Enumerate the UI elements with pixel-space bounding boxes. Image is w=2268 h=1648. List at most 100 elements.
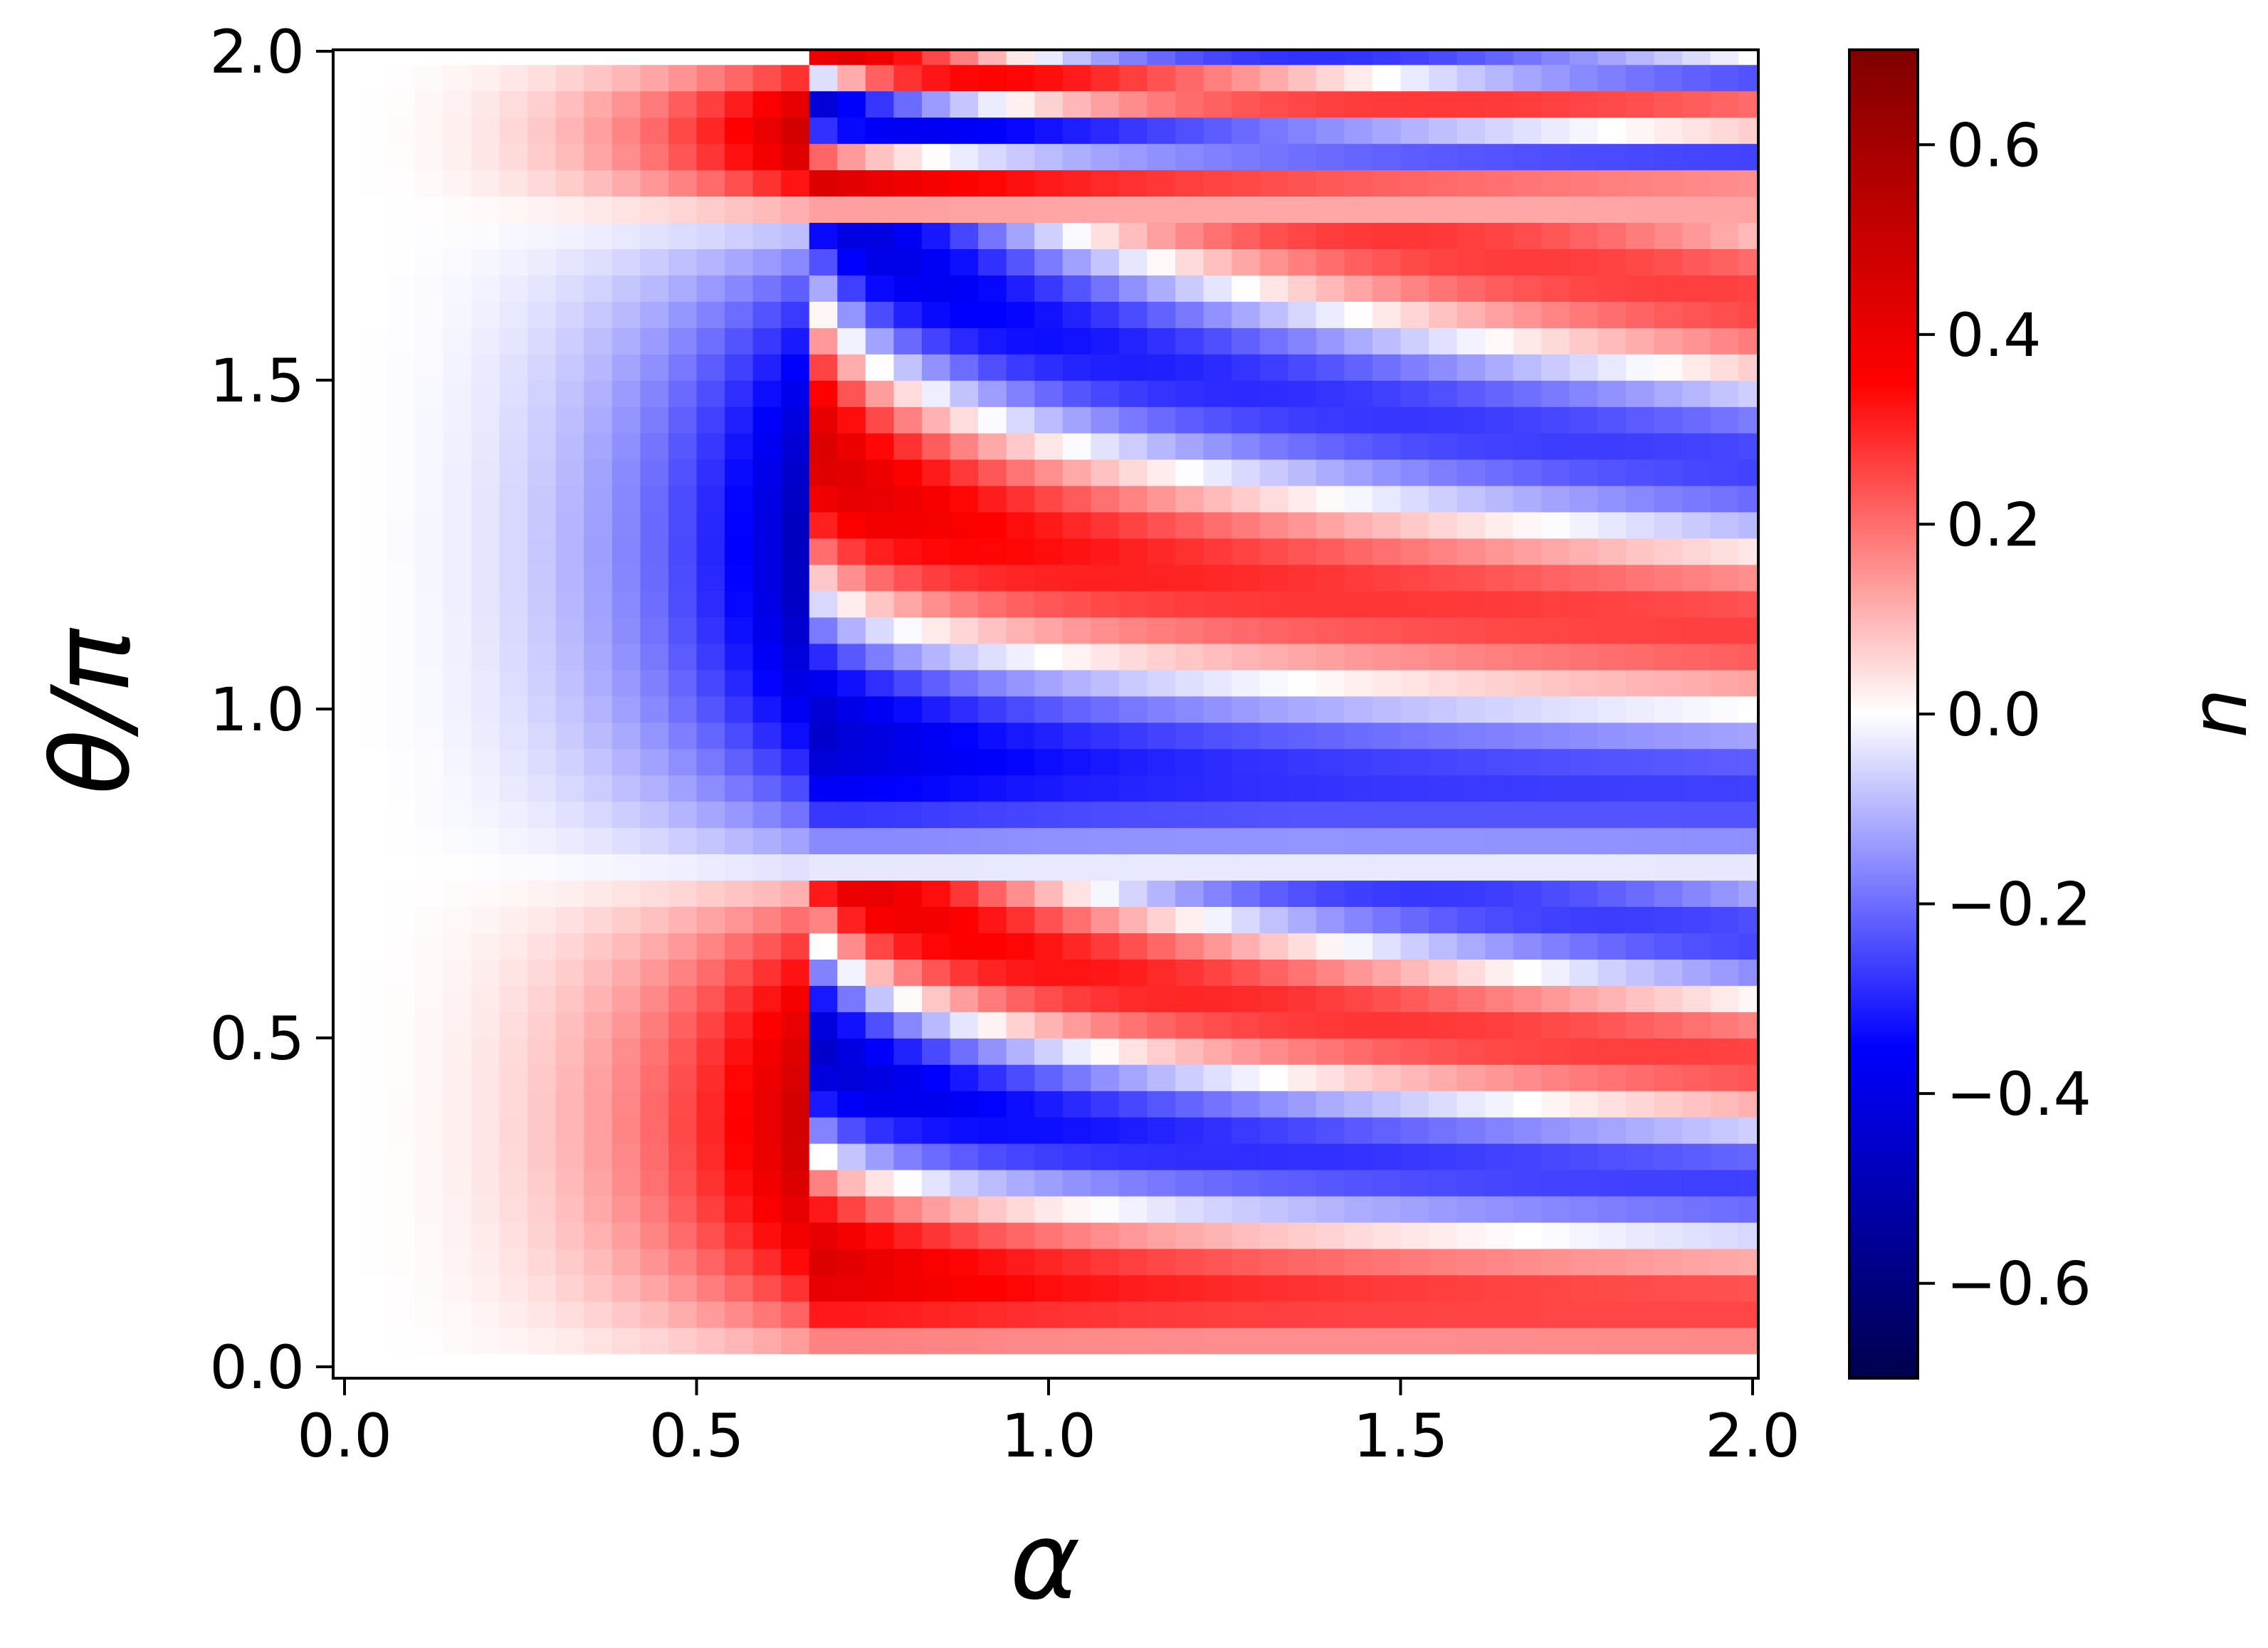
heatmap-cell — [668, 143, 698, 171]
heatmap-cell — [1569, 643, 1599, 671]
heatmap-cell — [1344, 827, 1373, 855]
heatmap-cell — [752, 380, 782, 407]
heatmap-cell — [1091, 1327, 1120, 1355]
heatmap-cell — [1569, 775, 1599, 802]
heatmap-cell — [1625, 406, 1655, 434]
heatmap-cell — [1316, 1327, 1345, 1355]
heatmap-cell — [1654, 485, 1683, 513]
heatmap-cell — [1372, 50, 1402, 65]
heatmap-cell — [471, 643, 500, 671]
heatmap-cell — [1485, 1248, 1514, 1276]
heatmap-cell — [1147, 1038, 1176, 1065]
heatmap-cell — [333, 90, 359, 118]
heatmap-cell — [1006, 643, 1036, 671]
heatmap-cell — [471, 1301, 500, 1328]
heatmap-cell — [584, 1090, 613, 1118]
heatmap-cell — [499, 1222, 528, 1249]
heatmap-cell — [471, 564, 500, 592]
heatmap-cell — [1175, 1248, 1204, 1276]
heatmap-cell — [1485, 1012, 1514, 1039]
heatmap-cell — [1175, 880, 1204, 907]
heatmap-cell — [443, 1301, 472, 1328]
heatmap-cell — [584, 196, 613, 224]
heatmap-cell — [584, 643, 613, 671]
heatmap-cell — [499, 722, 528, 750]
heatmap-cell — [1456, 801, 1486, 829]
heatmap-cell — [978, 616, 1007, 644]
heatmap-cell — [1062, 90, 1092, 118]
heatmap-cell — [1513, 590, 1543, 618]
heatmap-cell — [1288, 1274, 1317, 1302]
heatmap-cell — [1147, 1301, 1176, 1328]
heatmap-cell — [752, 1274, 782, 1302]
heatmap-cell — [1175, 1327, 1204, 1355]
heatmap-cell — [865, 143, 895, 171]
heatmap-cell — [1203, 1301, 1232, 1328]
heatmap-cell — [1710, 1301, 1740, 1328]
heatmap-cell — [1118, 854, 1148, 881]
heatmap-cell — [471, 275, 500, 302]
heatmap-cell — [584, 248, 613, 275]
heatmap-cell — [358, 354, 388, 381]
heatmap-cell — [527, 511, 557, 539]
heatmap-cell — [837, 196, 866, 224]
heatmap-cell — [752, 854, 782, 881]
heatmap-cell — [387, 196, 416, 224]
colorbar-tick-label: 0.2 — [1946, 490, 2042, 560]
heatmap-cell — [781, 1327, 810, 1355]
heatmap-cell — [1625, 537, 1655, 565]
heatmap-cell — [387, 248, 416, 275]
heatmap-cell — [1147, 1169, 1176, 1197]
heatmap-cell — [1203, 643, 1232, 671]
heatmap-cell — [1316, 1169, 1345, 1197]
heatmap-cell — [1682, 380, 1711, 407]
heatmap-cell — [1062, 722, 1092, 750]
heatmap-cell — [893, 827, 923, 855]
heatmap-cell — [414, 458, 444, 486]
heatmap-cell — [584, 406, 613, 434]
heatmap-cell — [893, 432, 923, 460]
heatmap-cell — [584, 1353, 613, 1379]
heatmap-cell — [1456, 722, 1486, 750]
heatmap-cell — [1710, 1195, 1740, 1223]
heatmap-cell — [1259, 722, 1289, 750]
heatmap-cell — [358, 64, 388, 92]
heatmap-cell — [725, 327, 754, 355]
heatmap-cell — [584, 854, 613, 881]
heatmap-cell — [893, 1116, 923, 1144]
heatmap-cell — [1710, 775, 1740, 802]
heatmap-cell — [1203, 1274, 1232, 1302]
heatmap-cell — [499, 1038, 528, 1065]
heatmap-cell — [809, 1353, 839, 1379]
heatmap-cell — [1654, 222, 1683, 249]
heatmap-cell — [1738, 1248, 1759, 1276]
heatmap-cell — [584, 827, 613, 855]
heatmap-cell — [978, 143, 1007, 171]
heatmap-cell — [1147, 1327, 1176, 1355]
heatmap-cell — [1400, 117, 1429, 145]
heatmap-cell — [1710, 406, 1740, 434]
heatmap-cell — [837, 406, 866, 434]
heatmap-cell — [1288, 696, 1317, 723]
heatmap-cell — [443, 1353, 472, 1379]
heatmap-cell — [781, 722, 810, 750]
heatmap-cell — [1175, 248, 1204, 275]
heatmap-cell — [1034, 696, 1064, 723]
heatmap-cell — [865, 406, 895, 434]
heatmap-cell — [1259, 590, 1289, 618]
heatmap-cell — [1147, 1248, 1176, 1276]
heatmap-cell — [1597, 1195, 1627, 1223]
heatmap-cell — [1232, 564, 1261, 592]
heatmap-cell — [414, 1222, 444, 1249]
heatmap-cell — [809, 1143, 839, 1170]
heatmap-cell — [1682, 458, 1711, 486]
heatmap-cell — [837, 616, 866, 644]
heatmap-cell — [1344, 1012, 1373, 1039]
heatmap-cell — [668, 643, 698, 671]
heatmap-cell — [1259, 327, 1289, 355]
heatmap-cell — [837, 380, 866, 407]
heatmap-cell — [1569, 196, 1599, 224]
heatmap-cell — [1456, 959, 1486, 986]
heatmap-cell — [950, 275, 979, 302]
heatmap-cell — [1429, 432, 1458, 460]
